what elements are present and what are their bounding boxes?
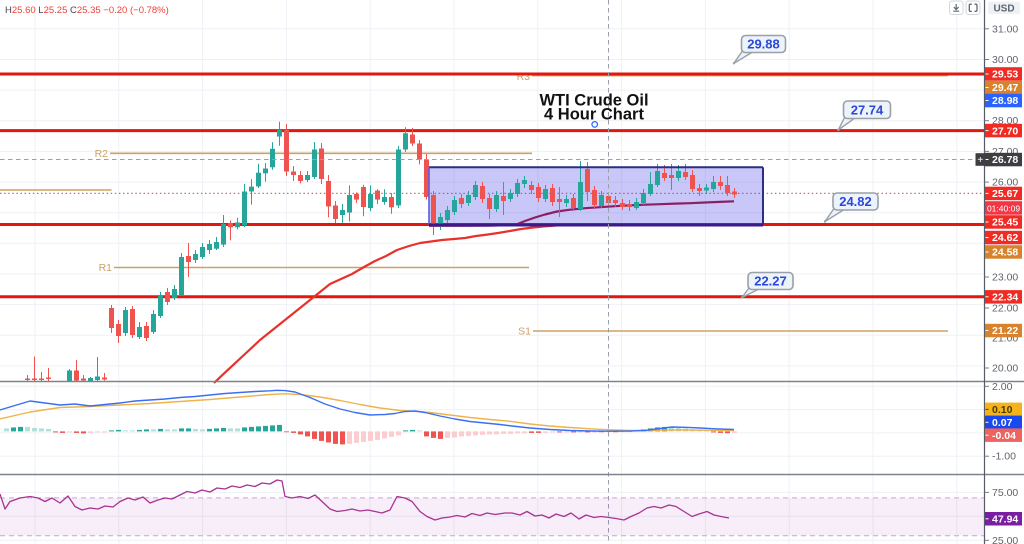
svg-text:24.58: 24.58 — [992, 247, 1018, 259]
svg-text:22.27: 22.27 — [754, 274, 787, 289]
svg-text:47.94: 47.94 — [992, 514, 1018, 526]
svg-text:4 Hour Chart: 4 Hour Chart — [544, 106, 644, 124]
svg-text:31.00: 31.00 — [992, 23, 1018, 35]
svg-text:27.70: 27.70 — [992, 125, 1018, 137]
svg-text:2.00: 2.00 — [992, 381, 1013, 393]
svg-text:25.00: 25.00 — [992, 535, 1018, 544]
svg-text:0.07: 0.07 — [992, 417, 1013, 429]
svg-text:S1: S1 — [518, 326, 531, 338]
svg-text:22.00: 22.00 — [992, 303, 1018, 315]
svg-text:24.62: 24.62 — [992, 232, 1018, 244]
svg-text:01:40:09: 01:40:09 — [987, 204, 1020, 214]
svg-text:29.47: 29.47 — [992, 82, 1018, 94]
svg-text:H25.60 L25.25 C25.35 −0.20 (−0: H25.60 L25.25 C25.35 −0.20 (−0.78%) — [5, 5, 169, 16]
svg-text:24.82: 24.82 — [839, 194, 872, 209]
svg-text:R1: R1 — [99, 262, 113, 274]
svg-text:29.88: 29.88 — [747, 37, 780, 52]
svg-text:22.34: 22.34 — [992, 292, 1018, 304]
svg-text:25.45: 25.45 — [992, 217, 1018, 229]
svg-text:25.67: 25.67 — [992, 188, 1018, 200]
svg-text:23.00: 23.00 — [992, 272, 1018, 284]
svg-text:26.00: 26.00 — [992, 177, 1018, 189]
svg-text:+: + — [977, 155, 983, 166]
svg-text:20.00: 20.00 — [992, 363, 1018, 375]
svg-text:75.00: 75.00 — [992, 487, 1018, 499]
svg-text:30.00: 30.00 — [992, 54, 1018, 66]
svg-text:26.78: 26.78 — [992, 154, 1018, 166]
svg-text:-0.04: -0.04 — [992, 430, 1016, 442]
svg-text:21.22: 21.22 — [992, 325, 1018, 337]
svg-text:29.53: 29.53 — [992, 69, 1018, 81]
svg-text:28.98: 28.98 — [992, 95, 1018, 107]
svg-text:27.74: 27.74 — [851, 102, 884, 117]
svg-text:0.10: 0.10 — [992, 404, 1013, 416]
svg-text:USD: USD — [993, 4, 1014, 15]
svg-text:WTI Crude Oil: WTI Crude Oil — [539, 92, 648, 110]
svg-text:-1.00: -1.00 — [992, 451, 1016, 463]
svg-text:R2: R2 — [95, 148, 109, 160]
